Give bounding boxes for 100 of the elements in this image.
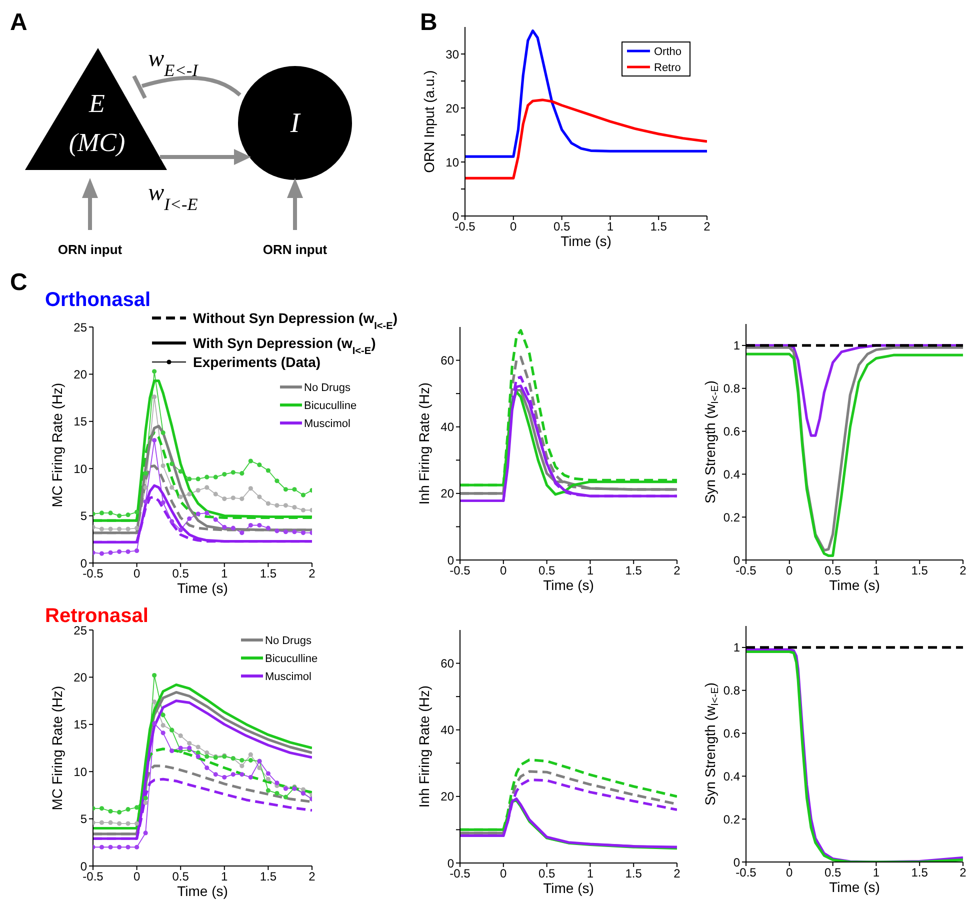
x-axis-title: Time (s) [560,233,612,249]
x-tick-label: 0 [133,870,140,884]
point [248,522,253,528]
x-tick-label: 1 [221,870,228,884]
point [222,524,227,530]
point [204,510,210,516]
y-tick-label: 40 [440,420,454,434]
point [292,530,297,534]
x-tick-label: 2 [308,870,316,884]
point [99,820,104,825]
x-axis-title: Time (s) [829,879,880,895]
point [99,844,104,850]
y-tick-label: 1 [733,640,740,655]
point [300,492,306,498]
point [116,526,122,532]
point [204,474,210,480]
y-axis-title: MC Firing Rate (Hz) [49,686,65,810]
point [240,496,244,502]
x-tick-label: -0.5 [82,566,104,581]
x-tick-label: 0 [133,566,140,581]
text: A [10,9,28,36]
point [134,805,140,810]
point [266,771,270,776]
point [300,530,306,536]
text: (MC) [68,128,126,157]
x-tick-label: 1.5 [625,866,642,881]
text: ORN input [262,242,328,257]
point [266,468,270,473]
point [230,470,236,475]
x-tick-label: 2 [674,866,681,881]
point [160,712,166,718]
legend-label: Bicuculline [265,653,318,665]
point [152,394,157,400]
x-tick-label: 0.5 [172,870,190,884]
x-tick-label: 1 [606,220,614,234]
text: E [88,89,106,118]
point [108,820,113,825]
point [178,528,183,532]
point [170,748,174,754]
annotation: Without Syn Depression (w$_{I<-E}$) [193,310,398,332]
point [196,488,200,493]
x-tick-label: 2 [960,564,967,578]
y-tick-label: 25 [74,320,88,334]
x-tick-label: 0 [786,564,794,578]
point [196,476,200,482]
point [274,791,280,796]
point [274,780,280,786]
point [240,758,244,763]
point [126,821,130,826]
point [99,551,104,556]
point [266,788,270,793]
point [248,458,253,464]
point [204,485,210,490]
point [257,522,262,528]
y-tick-label: 5 [80,812,88,826]
point [187,476,192,482]
point [230,772,236,777]
point [160,463,166,468]
point [134,526,140,530]
x-tick-label: 0 [500,564,508,578]
point [116,844,122,850]
point [134,844,140,850]
x-tick-label: 1.5 [650,220,668,234]
point [126,526,130,532]
point [248,758,253,763]
y-axis-title: Inh Firing Rate (Hz) [416,382,432,505]
point [230,526,236,530]
x-tick-label: 2 [960,866,967,880]
y-tick-label: 1 [733,338,740,353]
point [213,517,218,522]
point [283,503,288,508]
point [134,548,140,554]
y-tick-label: 30 [446,47,460,62]
x-tick-label: 0.5 [824,866,842,880]
point [99,526,104,532]
point [99,510,104,516]
y-tick-label: 20 [440,486,454,501]
point [204,754,210,759]
y-tick-label: 10 [74,462,88,476]
x-tick-label: 0 [500,866,508,881]
legend-label: Muscimol [304,418,350,430]
chart-title: B [420,9,438,36]
point [248,486,253,491]
y-tick-label: 40 [440,723,454,738]
y-tick-label: 0.6 [723,726,740,741]
x-tick-label: 0.5 [172,566,190,581]
point [108,808,113,814]
x-tick-label: 1.5 [911,564,928,578]
point [240,471,244,476]
text: C [10,269,28,296]
point [116,821,122,826]
x-tick-label: 2 [674,564,681,578]
point [283,530,288,534]
text: w$_{I<-E}$ [148,180,198,214]
annotation: Experiments (Data) [193,354,321,370]
x-tick-label: 1 [586,564,594,578]
point [160,723,166,728]
annotation: With Syn Depression (w$_{I<-E}$) [193,335,376,356]
point [222,472,227,477]
x-tick-label: 1.5 [911,866,928,880]
